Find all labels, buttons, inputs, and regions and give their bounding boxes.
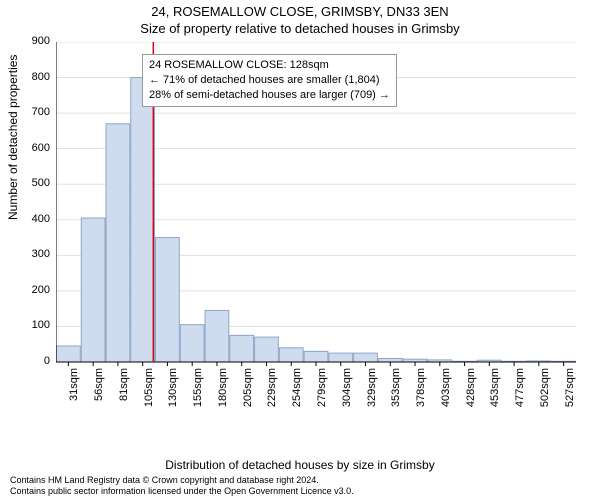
attribution-text: Contains HM Land Registry data © Crown c… (10, 475, 354, 498)
page-title-line1: 24, ROSEMALLOW CLOSE, GRIMSBY, DN33 3EN (0, 0, 600, 19)
y-tick-label: 200 (6, 284, 50, 296)
x-tick-label: 502sqm (539, 368, 551, 408)
y-tick-label: 800 (6, 71, 50, 83)
annotation-line1: 24 ROSEMALLOW CLOSE: 128sqm (149, 58, 390, 73)
y-tick-label: 0 (6, 355, 50, 367)
x-tick-label: 378sqm (415, 368, 427, 408)
annotation-box: 24 ROSEMALLOW CLOSE: 128sqm ← 71% of det… (142, 54, 397, 107)
chart-area: 24 ROSEMALLOW CLOSE: 128sqm ← 71% of det… (56, 42, 580, 412)
y-tick-label: 700 (6, 106, 50, 118)
y-tick-label: 400 (6, 213, 50, 225)
x-tick-label: 279sqm (316, 368, 328, 408)
x-tick-label: 477sqm (514, 368, 526, 408)
x-tick-label: 453sqm (489, 368, 501, 408)
x-tick-label: 229sqm (266, 368, 278, 408)
x-tick-label: 205sqm (242, 368, 254, 408)
x-tick-label: 304sqm (341, 368, 353, 408)
x-tick-label: 403sqm (440, 368, 452, 408)
x-tick-label: 105sqm (143, 368, 155, 408)
attribution-line2: Contains public sector information licen… (10, 486, 354, 498)
annotation-line3: 28% of semi-detached houses are larger (… (149, 88, 390, 103)
attribution-line1: Contains HM Land Registry data © Crown c… (10, 475, 354, 487)
annotation-line2: ← 71% of detached houses are smaller (1,… (149, 73, 390, 88)
x-tick-label: 155sqm (192, 368, 204, 408)
x-tick-label: 254sqm (291, 368, 303, 408)
y-tick-label: 300 (6, 248, 50, 260)
page-title-line2: Size of property relative to detached ho… (0, 19, 600, 36)
x-tick-label: 180sqm (217, 368, 229, 408)
x-tick-label: 428sqm (465, 368, 477, 408)
x-tick-label: 353sqm (390, 368, 402, 408)
x-tick-label: 56sqm (93, 368, 105, 408)
x-tick-label: 329sqm (366, 368, 378, 408)
x-tick-label: 31sqm (68, 368, 80, 408)
x-tick-label: 527sqm (564, 368, 576, 408)
y-tick-label: 100 (6, 319, 50, 331)
x-tick-label: 81sqm (118, 368, 130, 408)
y-tick-label: 900 (6, 35, 50, 47)
y-tick-label: 600 (6, 142, 50, 154)
x-axis-label: Distribution of detached houses by size … (0, 458, 600, 472)
x-tick-label: 130sqm (167, 368, 179, 408)
y-tick-label: 500 (6, 177, 50, 189)
